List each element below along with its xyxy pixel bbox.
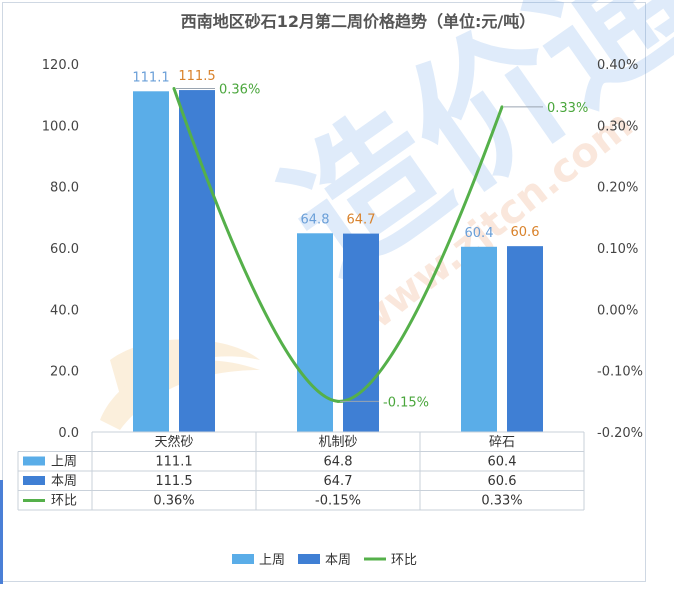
line-point: [336, 399, 340, 403]
bar: [507, 246, 543, 432]
table-header-category: 机制砂: [318, 435, 357, 450]
table-cell: 64.8: [324, 455, 353, 470]
right-axis-tick-label: 0.00%: [597, 303, 638, 318]
table-cell: 0.36%: [153, 494, 194, 509]
left-axis-tick-label: 120.0: [42, 58, 79, 73]
bar: [179, 90, 215, 433]
right-axis-tick-label: -0.20%: [597, 426, 643, 441]
table-row-label: 环比: [51, 494, 77, 509]
left-axis-tick-label: 60.0: [50, 242, 79, 257]
legend-label: 环比: [391, 553, 417, 568]
line-data-label: 0.33%: [547, 101, 588, 116]
left-axis-tick-label: 20.0: [50, 365, 79, 380]
chart-border: [2, 2, 646, 582]
right-axis-tick-label: -0.10%: [597, 365, 643, 380]
left-axis-tick-label: 100.0: [42, 119, 79, 134]
table-row-label: 本周: [51, 474, 77, 489]
left-axis-tick-label: 0.0: [58, 426, 79, 441]
right-axis-tick-label: 0.30%: [597, 119, 638, 134]
bar-data-label: 64.8: [301, 212, 330, 227]
left-axis-tick-label: 80.0: [50, 181, 79, 196]
line-series: 0.36% -0.15% 0.33%: [172, 83, 588, 410]
legend: 上周 本周 环比: [232, 553, 417, 568]
chart-title: 西南地区砂石12月第二周价格趋势（单位:元/吨）: [181, 12, 536, 31]
legend-key: [298, 554, 320, 564]
line-data-label: -0.15%: [383, 395, 429, 410]
bar: [461, 246, 497, 432]
table-cell: 0.33%: [481, 494, 522, 509]
table-series-key: [23, 476, 45, 485]
bar-data-label: 60.6: [511, 225, 540, 240]
right-axis-tick-label: 0.20%: [597, 181, 638, 196]
right-axis: -0.20% -0.10% 0.00% 0.10% 0.20% 0.30% 0.40%: [597, 58, 643, 441]
table-row-label: 上周: [51, 455, 77, 470]
bar-data-label: 64.7: [347, 213, 376, 228]
table-cell: 111.1: [155, 455, 192, 470]
table-cell: 60.6: [488, 474, 517, 489]
left-axis-tick-label: 40.0: [50, 303, 79, 318]
bar: [133, 91, 169, 432]
table-header-category: 碎石: [489, 435, 515, 450]
bar-data-labels: 111.1 111.5 64.8 64.7 60.4 60.6: [132, 69, 539, 241]
bar: [343, 233, 379, 432]
table-cell: 60.4: [488, 455, 517, 470]
table-cell: 64.7: [324, 474, 353, 489]
table-cell: 111.5: [155, 474, 192, 489]
bar-data-label: 111.5: [178, 69, 215, 84]
bar-data-label: 111.1: [132, 70, 169, 85]
right-axis-tick-label: 0.10%: [597, 242, 638, 257]
left-axis: 0.0 20.0 40.0 60.0 80.0 100.0 120.0: [42, 58, 79, 441]
legend-label: 本周: [325, 553, 351, 568]
bar: [297, 233, 333, 432]
right-axis-tick-label: 0.40%: [597, 58, 638, 73]
left-edge-strip: [0, 480, 3, 584]
table-series-key: [23, 456, 45, 466]
legend-key: [232, 554, 254, 564]
legend-label: 上周: [259, 553, 285, 568]
line-point: [172, 87, 176, 91]
line-data-label: 0.36%: [219, 83, 260, 98]
table-header-category: 天然砂: [154, 434, 193, 450]
table-cell: -0.15%: [315, 494, 361, 509]
bar-data-label: 60.4: [465, 226, 494, 241]
line-point: [500, 105, 504, 109]
